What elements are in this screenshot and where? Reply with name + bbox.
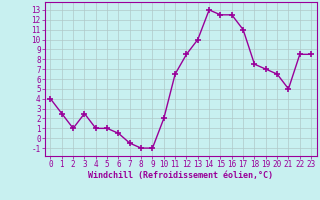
X-axis label: Windchill (Refroidissement éolien,°C): Windchill (Refroidissement éolien,°C) xyxy=(88,171,273,180)
